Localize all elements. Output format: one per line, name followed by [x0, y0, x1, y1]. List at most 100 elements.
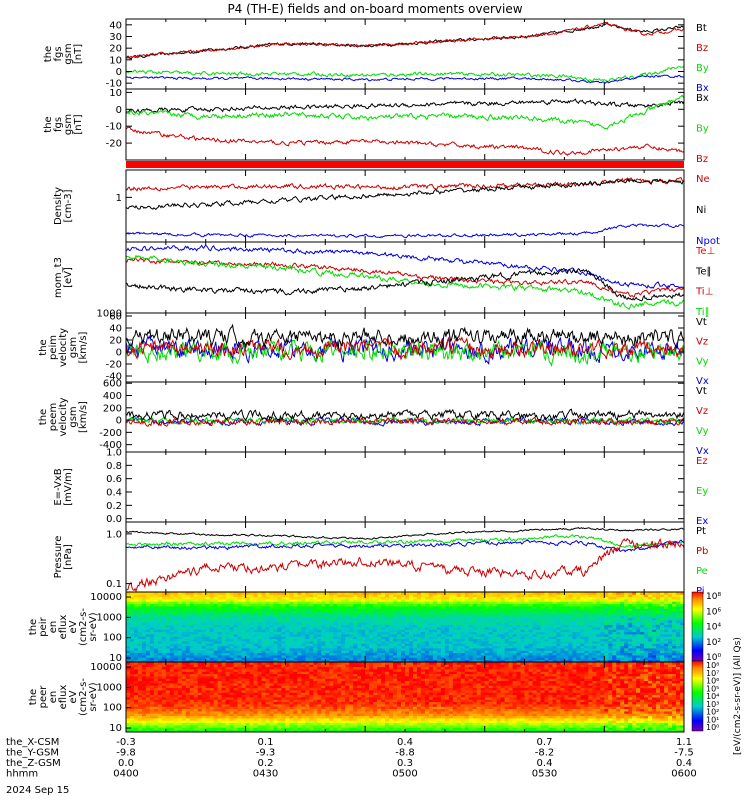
heatmap-cell [341, 643, 346, 647]
heatmap-cell [468, 659, 474, 663]
heatmap-cell [428, 636, 434, 640]
heatmap-cell [640, 610, 645, 614]
heatmap-cell [321, 608, 326, 612]
heatmap-cell [189, 601, 195, 605]
heatmap-cell [289, 592, 294, 595]
heatmap-cell [544, 655, 549, 658]
heatmap-cell [416, 613, 422, 616]
heatmap-cell [484, 652, 490, 656]
heatmap-cell [173, 613, 179, 616]
heatmap-cell [305, 608, 310, 612]
heatmap-cell [524, 624, 529, 628]
heatmap-cell [185, 638, 191, 642]
heatmap-cell [640, 608, 645, 612]
heatmap-cell [600, 624, 605, 628]
heatmap-cell [496, 606, 502, 609]
heatmap-cell [365, 599, 370, 602]
heatmap-cell [341, 624, 346, 628]
heatmap-cell [349, 608, 354, 612]
heatmap-cell [377, 634, 382, 637]
heatmap-cell [389, 659, 394, 663]
heatmap-cell [209, 610, 215, 614]
heatmap-cell [648, 601, 653, 605]
heatmap-cell [129, 603, 135, 607]
legend-entry-Ez: Ez [696, 456, 708, 467]
heatmap-cell [157, 655, 163, 658]
heatmap-cell [640, 634, 645, 637]
heatmap-cell [133, 627, 139, 630]
heatmap-cell [664, 592, 669, 595]
heatmap-cell [444, 636, 450, 640]
heatmap-cell [265, 627, 270, 630]
heatmap-cell [556, 613, 561, 616]
heatmap-cell [153, 692, 159, 696]
heatmap-cell [201, 608, 207, 612]
heatmap-cell [177, 620, 183, 623]
heatmap-cell [365, 592, 370, 595]
heatmap-cell [269, 629, 274, 633]
heatmap-cell [141, 652, 147, 656]
heatmap-cell [416, 594, 422, 598]
heatmap-cell [576, 608, 581, 612]
heatmap-cell [516, 645, 521, 649]
heatmap-cell [269, 657, 274, 661]
heatmap-cell [464, 617, 470, 621]
heatmap-cell [133, 671, 139, 675]
heatmap-cell [496, 643, 502, 647]
heatmap-cell [596, 596, 601, 600]
heatmap-cell [245, 636, 250, 640]
heatmap-cell [468, 601, 474, 605]
heatmap-cell [333, 631, 338, 635]
heatmap-cell [460, 643, 466, 647]
heatmap-cell [297, 617, 302, 621]
heatmap-cell [133, 692, 139, 696]
heatmap-cell [588, 641, 593, 644]
y-tick-label: 1000 [97, 612, 122, 623]
heatmap-cell [126, 727, 131, 731]
heatmap-cell [341, 641, 346, 644]
heatmap-cell [656, 613, 661, 616]
heatmap-cell [225, 620, 231, 623]
heatmap-cell [480, 624, 486, 628]
heatmap-cell [488, 638, 494, 642]
heatmap-cell [600, 648, 605, 651]
heatmap-cell [153, 592, 159, 595]
heatmap-cell [412, 599, 418, 602]
heatmap-cell [361, 657, 366, 661]
heatmap-cell [672, 596, 677, 600]
heatmap-cell [652, 634, 657, 637]
heatmap-cell [141, 683, 147, 686]
heatmap-cell [560, 641, 565, 644]
heatmap-cell [397, 650, 402, 654]
heatmap-cell [261, 617, 266, 621]
heatmap-cell [412, 648, 418, 651]
heatmap-cell [436, 594, 442, 598]
heatmap-cell [333, 608, 338, 612]
heatmap-cell [432, 657, 438, 661]
heatmap-cell [660, 627, 665, 630]
heatmap-cell [145, 715, 151, 719]
heatmap-cell [293, 636, 298, 640]
heatmap-cell [145, 599, 151, 602]
heatmap-cell [357, 592, 362, 595]
heatmap-cell [460, 610, 466, 614]
heatmap-cell [165, 596, 171, 600]
heatmap-cell [201, 638, 207, 642]
heatmap-cell [369, 599, 374, 602]
heatmap-cell [301, 631, 306, 635]
heatmap-cell [337, 624, 342, 628]
heatmap-cell [313, 657, 318, 661]
heatmap-cell [329, 641, 334, 644]
heatmap-cell [676, 631, 681, 635]
heatmap-cell [408, 636, 414, 640]
heatmap-cell [265, 634, 270, 637]
heatmap-cell [145, 615, 151, 619]
heatmap-cell [664, 596, 669, 600]
heatmap-cell [365, 631, 370, 635]
heatmap-cell [608, 627, 613, 630]
heatmap-cell [472, 613, 478, 616]
heatmap-cell [241, 624, 246, 628]
legend-entry-Ex: Ex [696, 516, 708, 527]
heatmap-cell [576, 652, 581, 656]
heatmap-cell [448, 594, 454, 598]
